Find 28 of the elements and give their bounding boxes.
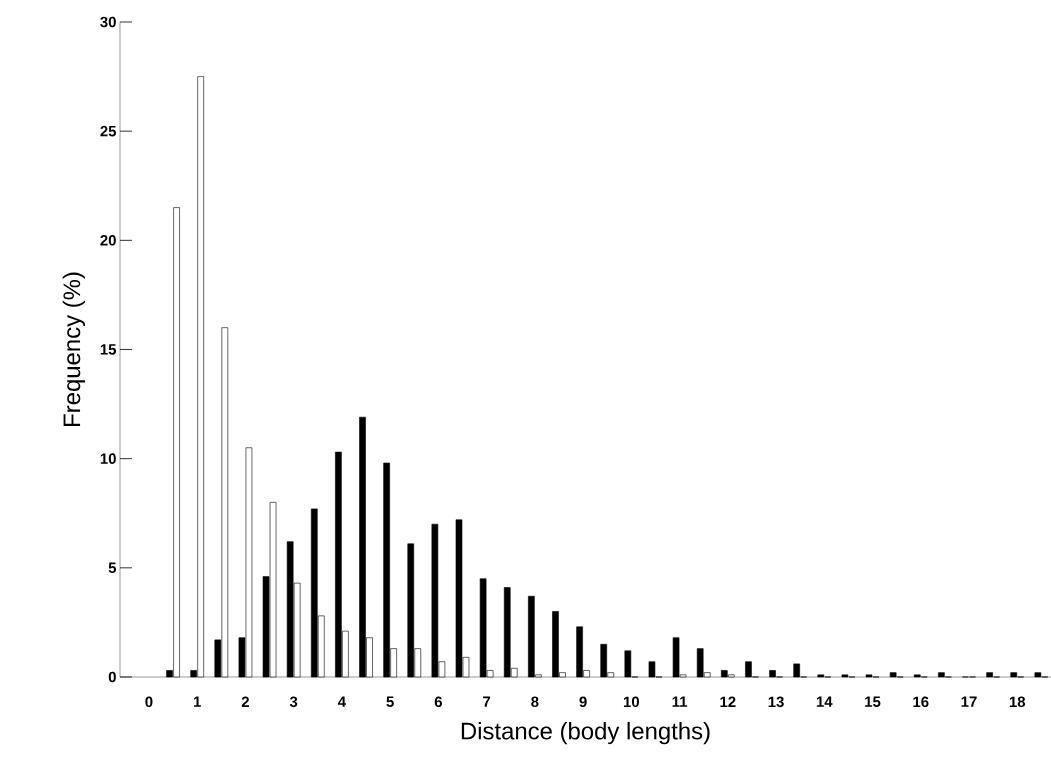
x-tick-label: 16: [913, 696, 929, 708]
x-tick-label: 4: [337, 696, 346, 707]
x-tick-label: 6: [434, 696, 442, 708]
x-tick-label: 0: [145, 696, 153, 708]
y-tick-label: 30: [100, 16, 116, 28]
y-tick-label: 25: [100, 125, 117, 137]
x-tick-label: 8: [531, 696, 539, 708]
x-tick-label: 15: [865, 696, 881, 707]
x-tick-label: 10: [623, 696, 640, 708]
x-tick-label: 13: [768, 696, 784, 708]
x-tick-label: 11: [672, 696, 688, 707]
x-tick-label: 1: [193, 696, 201, 707]
x-tick-label: 2: [241, 696, 249, 707]
x-tick-label: 12: [720, 696, 736, 707]
x-axis-title: Distance (body lengths): [461, 721, 710, 745]
y-tick-label: 15: [100, 344, 117, 355]
x-tick-label: 18: [1009, 696, 1026, 708]
y-tick-label: 10: [100, 453, 116, 464]
x-tick-label: 3: [289, 696, 298, 708]
x-tick-label: 17: [961, 696, 977, 707]
x-tick-label: 7: [483, 696, 491, 707]
y-tick-label: 5: [108, 562, 117, 574]
x-tick-label: 14: [816, 696, 833, 707]
y-tick-label: 20: [100, 235, 116, 246]
x-tick-label: 5: [386, 696, 394, 707]
y-axis-title: Frequency (%): [62, 272, 86, 426]
x-tick-label: 9: [579, 696, 587, 708]
y-tick-label: 0: [108, 671, 116, 683]
